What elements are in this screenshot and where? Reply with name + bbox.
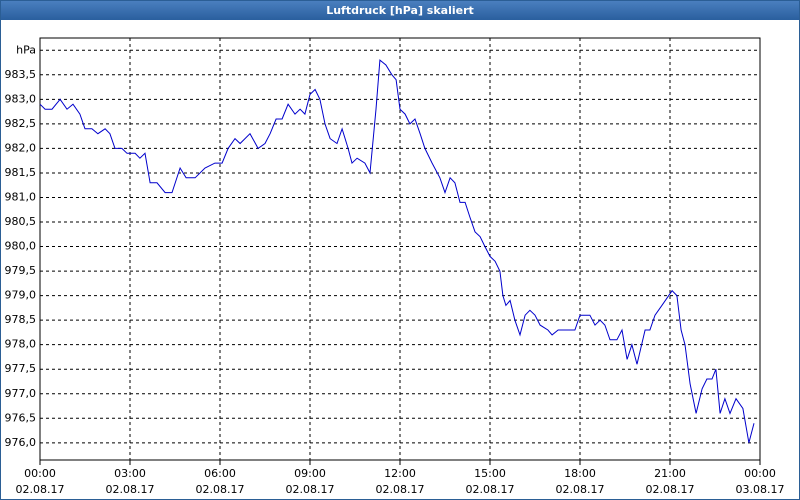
x-tick-label: 18:00 <box>564 467 596 480</box>
x-tick-label: 00:00 <box>24 467 56 480</box>
x-tick-label: 06:00 <box>204 467 236 480</box>
x-tick-date: 02.08.17 <box>376 483 425 496</box>
y-tick-label: 977,5 <box>5 362 37 375</box>
y-tick-label: 976,0 <box>5 436 37 449</box>
y-tick-label: 980,0 <box>5 240 37 253</box>
plot-border <box>39 37 761 461</box>
x-tick-date: 02.08.17 <box>106 483 155 496</box>
y-tick-label: 981,5 <box>5 166 37 179</box>
y-tick-label: 977,0 <box>5 387 37 400</box>
x-tick-label: 09:00 <box>294 467 326 480</box>
x-tick-date: 02.08.17 <box>286 483 335 496</box>
x-tick-date: 02.08.17 <box>556 483 605 496</box>
x-tick-label: 03:00 <box>114 467 146 480</box>
y-tick-label: 983,0 <box>5 92 37 105</box>
y-tick-label: 983,5 <box>5 68 37 81</box>
y-tick-label: 979,5 <box>5 264 37 277</box>
x-tick-label: 00:00 <box>744 467 776 480</box>
data-line <box>39 59 755 443</box>
x-tick-date: 02.08.17 <box>466 483 515 496</box>
x-tick-date: 02.08.17 <box>646 483 695 496</box>
x-tick-label: 12:00 <box>384 467 416 480</box>
y-tick-label: 979,0 <box>5 289 37 302</box>
x-tick-label: 21:00 <box>654 467 686 480</box>
y-tick-label: 981,0 <box>5 190 37 203</box>
y-tick-label: hPa <box>16 43 36 56</box>
y-tick-label: 982,5 <box>5 117 37 130</box>
y-tick-label: 980,5 <box>5 215 37 228</box>
x-tick-date: 02.08.17 <box>196 483 245 496</box>
x-tick-date: 03.08.17 <box>736 483 785 496</box>
y-tick-label: 978,0 <box>5 338 37 351</box>
title-bar: Luftdruck [hPa] skaliert <box>1 1 799 20</box>
y-tick-label: 982,0 <box>5 141 37 154</box>
x-tick-label: 15:00 <box>474 467 506 480</box>
x-tick-date: 02.08.17 <box>16 483 65 496</box>
y-tick-label: 976,5 <box>5 411 37 424</box>
y-tick-label: 978,5 <box>5 313 37 326</box>
chart: 976,0 976,5 977,0 977,5 978,0 978,5 979,0 979,5… <box>5 37 785 496</box>
